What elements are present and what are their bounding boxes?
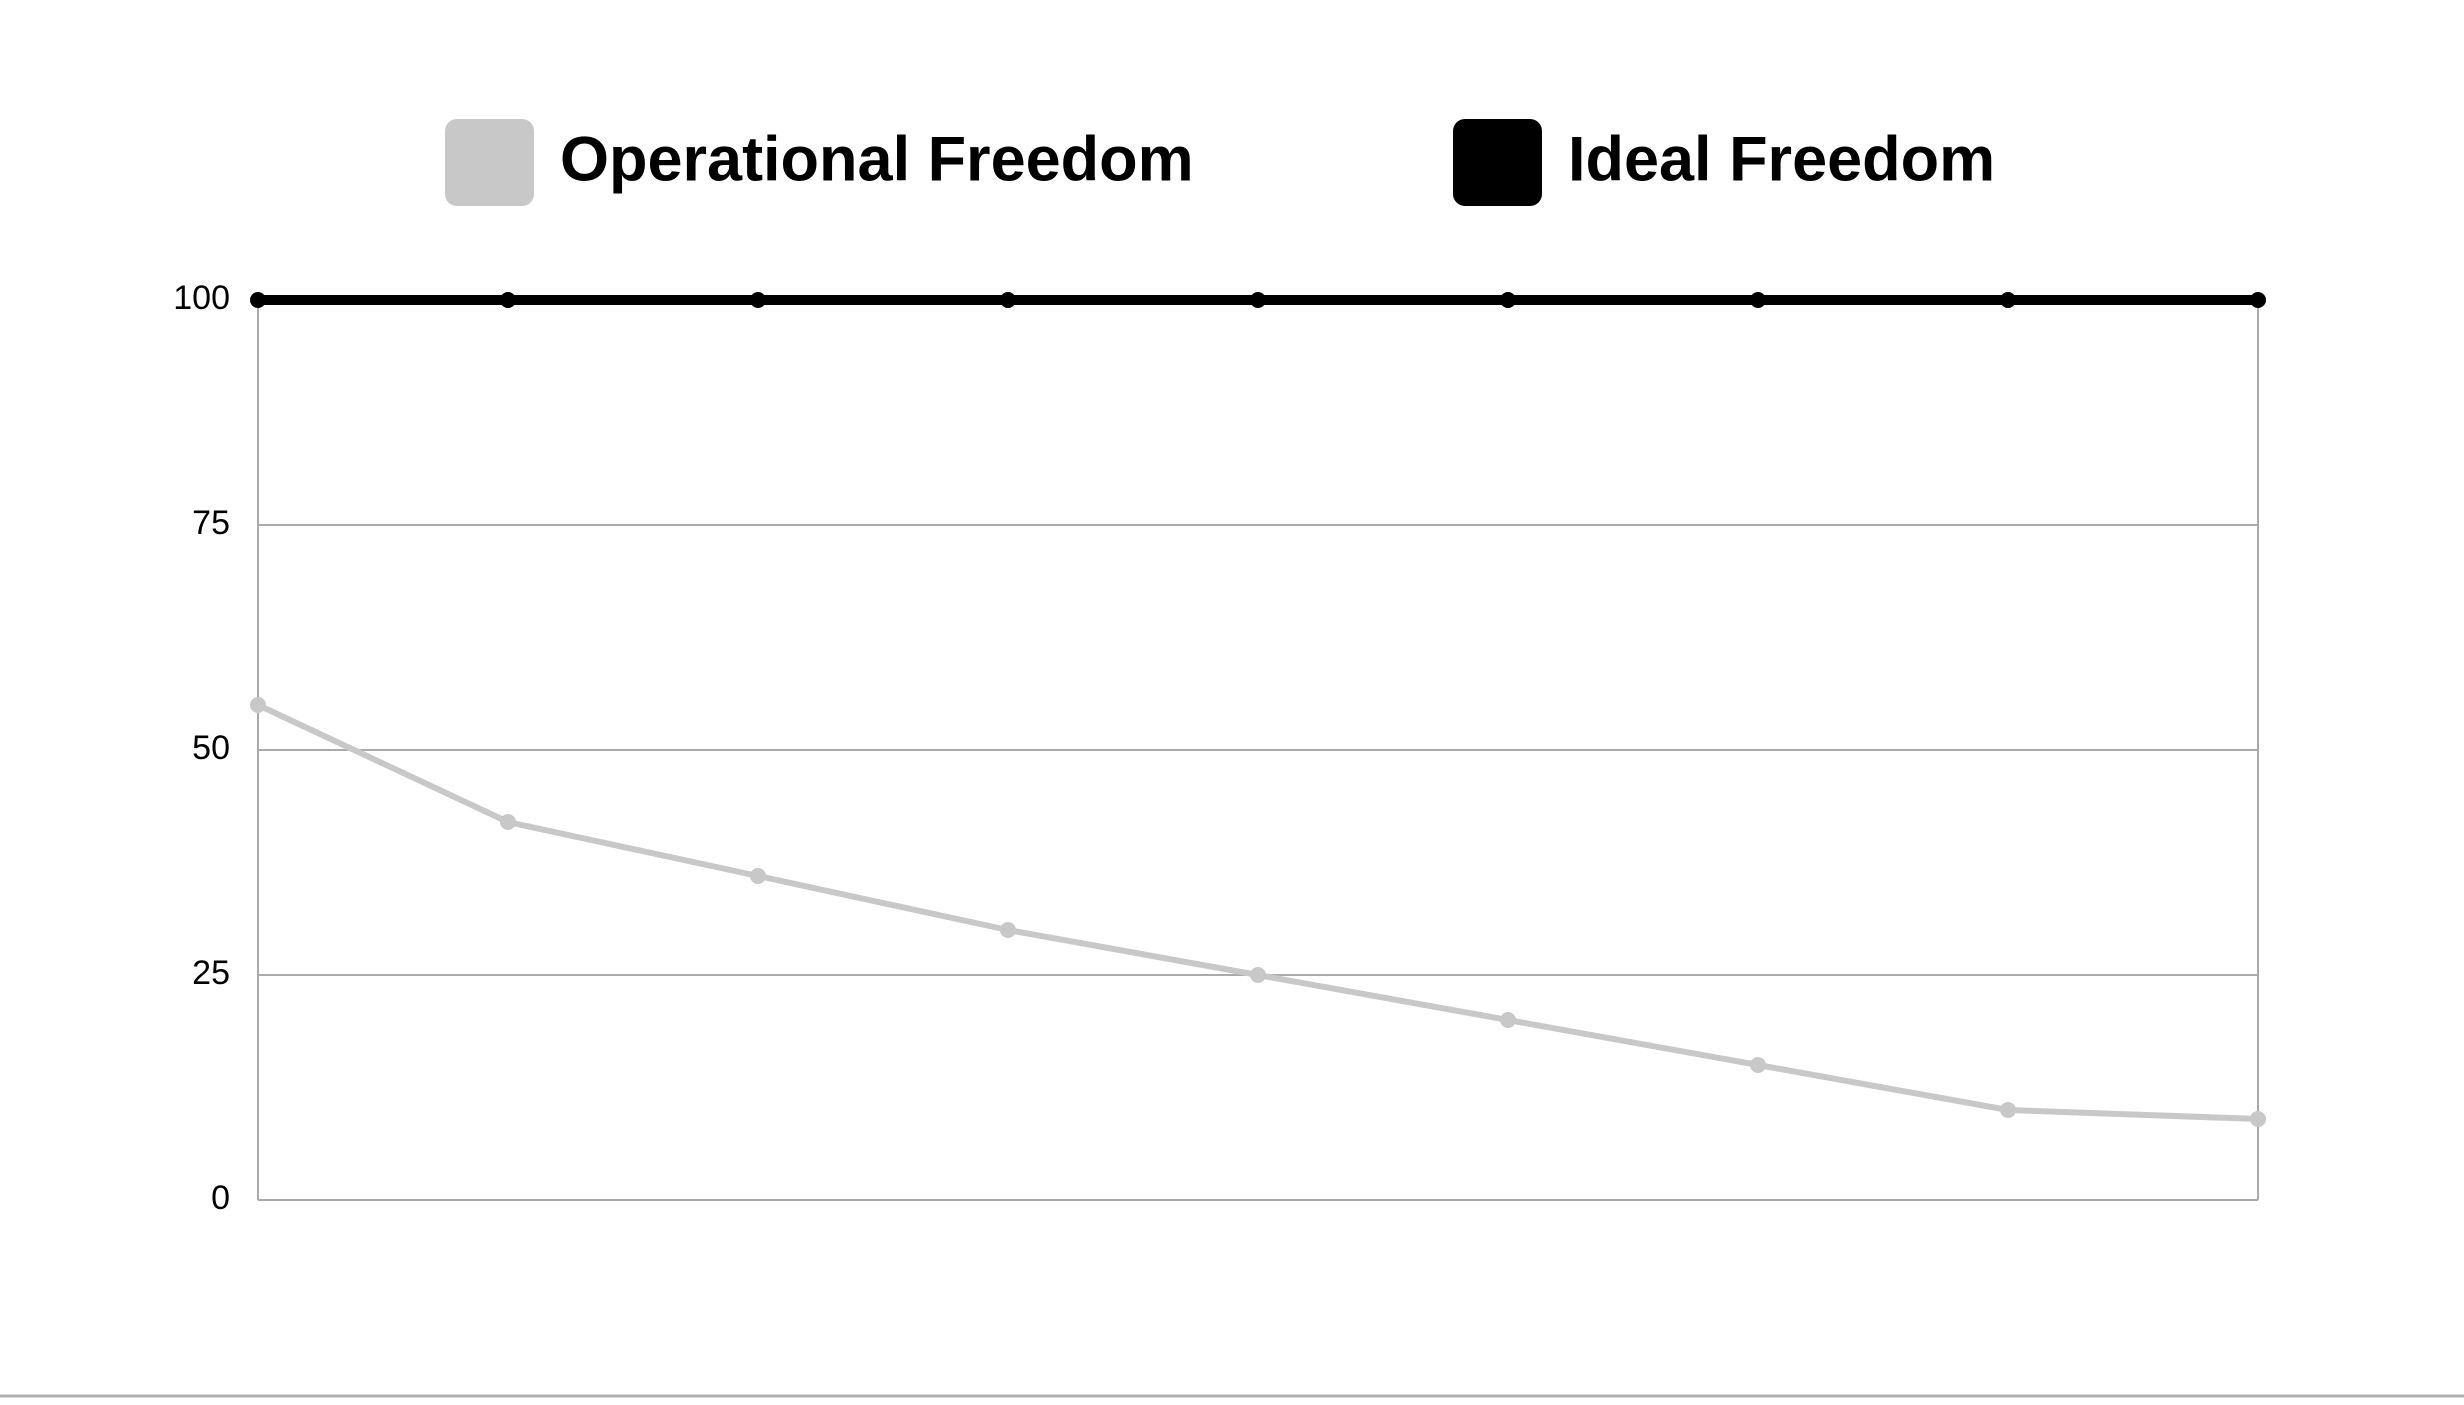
data-point [1500,1012,1516,1028]
y-tick-label: 75 [192,504,230,542]
data-point [500,292,516,308]
data-point [1500,292,1516,308]
y-tick-label: 25 [192,954,230,992]
legend-label: Operational Freedom [560,125,1194,195]
y-tick-label: 0 [211,1179,230,1217]
data-point [750,292,766,308]
data-point [2000,1102,2016,1118]
data-point [1000,292,1016,308]
y-tick-label: 50 [192,729,230,767]
data-point [750,868,766,884]
data-point [1750,1057,1766,1073]
legend-swatch [1453,119,1542,206]
data-point [2250,1111,2266,1127]
data-point [250,697,266,713]
data-point [1250,292,1266,308]
legend-swatch [445,119,534,206]
data-point [1750,292,1766,308]
data-point [250,292,266,308]
data-point [2250,292,2266,308]
data-point [1250,967,1266,983]
data-point [1000,922,1016,938]
y-tick-label: 100 [173,279,230,317]
data-point [2000,292,2016,308]
data-point [500,814,516,830]
legend-label: Ideal Freedom [1568,125,1995,195]
series-line [256,702,2259,1122]
